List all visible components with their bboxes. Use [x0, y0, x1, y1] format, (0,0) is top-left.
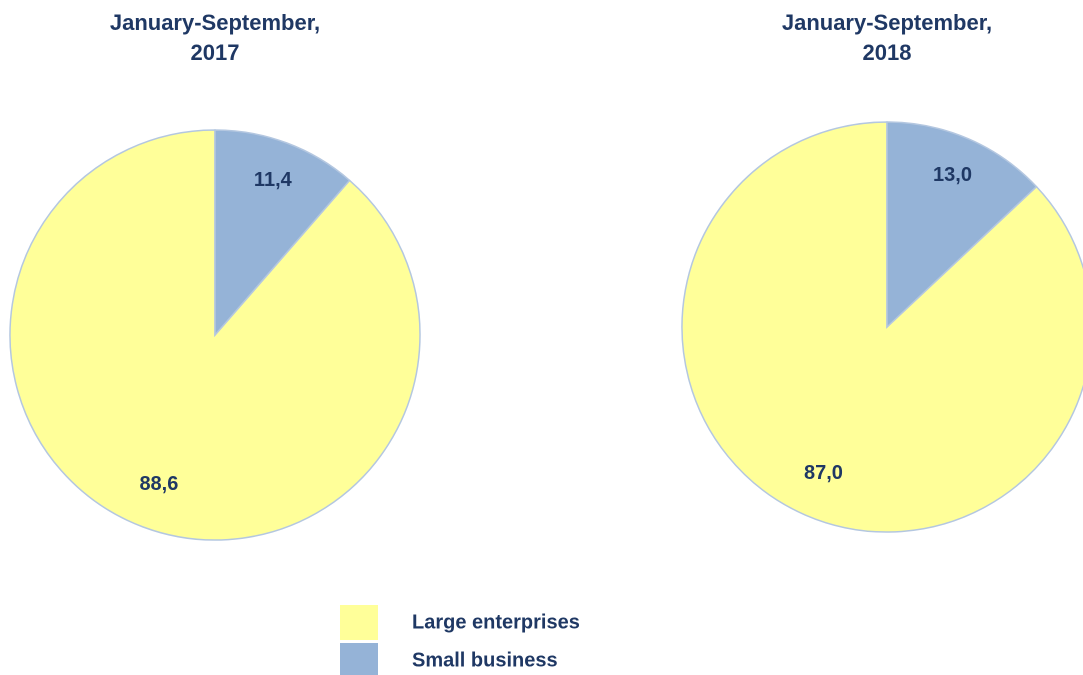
pie-slice — [214, 129, 351, 338]
data-label: 88,6 — [139, 473, 178, 495]
legend-label: Small business — [412, 649, 558, 671]
data-label: 11,4 — [254, 169, 293, 191]
legend-swatch — [340, 605, 378, 640]
legend-label: Large enterprises — [412, 611, 580, 633]
chart-title: January-September, 2018 — [781, 10, 993, 65]
data-label: 87,0 — [804, 462, 843, 484]
data-label: 13,0 — [933, 164, 972, 186]
pie-slice — [681, 121, 1083, 533]
pie-slice — [886, 121, 1038, 329]
chart-title: January-September, 2017 — [109, 10, 321, 65]
legend-swatch — [340, 643, 378, 675]
